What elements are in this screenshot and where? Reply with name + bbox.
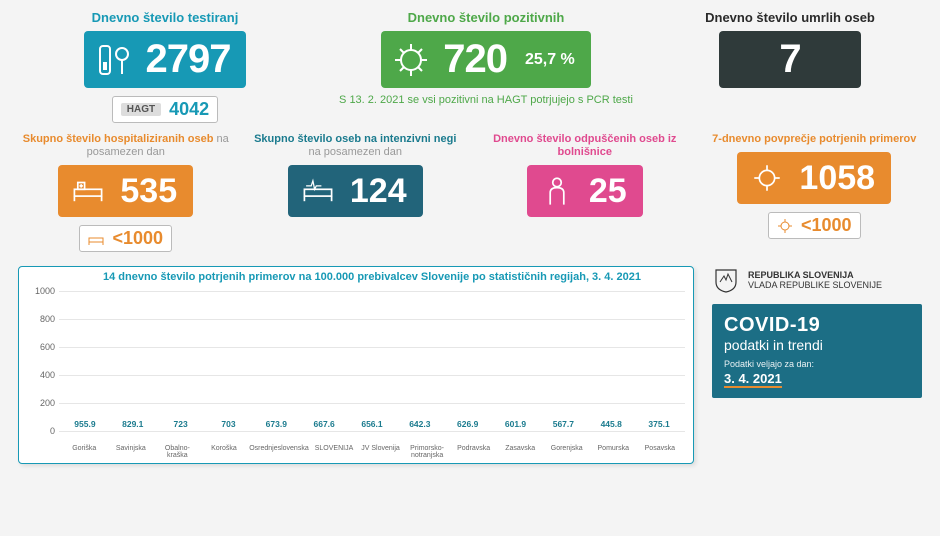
x-label: SLOVENIJA (313, 445, 356, 459)
discharged-value: 25 (589, 172, 627, 211)
icu-icon (298, 171, 338, 211)
hosp-sub: <1000 (79, 225, 172, 252)
icu-title: Skupno število oseb na intenzivni negi n… (248, 133, 464, 159)
hosp-sub-value: <1000 (112, 228, 163, 249)
virus-icon (777, 218, 793, 234)
x-label: Osrednjeslovenska (249, 445, 309, 459)
bar-value-label: 567.7 (553, 419, 574, 429)
x-label: Primorsko-notranjska (406, 445, 449, 459)
avg7-card: 1058 (737, 152, 891, 204)
discharged-card: 25 (527, 165, 643, 217)
avg7-group: 7-dnevno povprečje potrjenih primerov 10… (707, 133, 923, 252)
x-label: Pomurska (592, 445, 635, 459)
bar-value-label: 667.6 (314, 419, 335, 429)
icu-value: 124 (350, 172, 407, 211)
panel-date: 3. 4. 2021 (724, 371, 782, 388)
bar-value-label: 626.9 (457, 419, 478, 429)
tests-group: Dnevno število testiranj 2797 HAGT 4042 (18, 10, 312, 123)
virus-icon (391, 40, 431, 80)
x-label: Podravska (452, 445, 495, 459)
deaths-card: 7 (719, 31, 860, 88)
person-icon (537, 171, 577, 211)
x-label: Koroška (203, 445, 246, 459)
hosp-group: Skupno število hospitaliziranih oseb na … (18, 133, 234, 252)
x-label: Gorenjska (545, 445, 588, 459)
discharged-group: Dnevno število odpuščenih oseb iz bolniš… (477, 133, 693, 252)
x-label: Obalno-kraška (156, 445, 199, 459)
deaths-title: Dnevno število umrlih oseb (705, 10, 875, 25)
bar-value-label: 673.9 (266, 419, 287, 429)
gov-line2: VLADA REPUBLIKE SLOVENIJE (748, 280, 882, 291)
icu-card: 124 (288, 165, 423, 217)
avg7-title: 7-dnevno povprečje potrjenih primerov (712, 133, 916, 146)
panel-h1: COVID-19 (724, 314, 910, 337)
hosp-card: 535 (58, 165, 193, 217)
x-label: Savinjska (110, 445, 153, 459)
gov-logo: REPUBLIKA SLOVENIJA VLADA REPUBLIKE SLOV… (712, 266, 922, 294)
bed-icon (88, 231, 104, 247)
bar-value-label: 703 (221, 419, 235, 429)
chart-title: 14 dnevno število potrjenih primerov na … (59, 271, 685, 285)
y-tick: 200 (40, 398, 55, 408)
coat-of-arms-icon (712, 266, 740, 294)
virus-icon (747, 158, 787, 198)
bar-value-label: 601.9 (505, 419, 526, 429)
info-panel: COVID-19 podatki in trendi Podatki velja… (712, 304, 922, 398)
test-icon (94, 40, 134, 80)
y-tick: 400 (40, 370, 55, 380)
y-tick: 1000 (35, 286, 55, 296)
deaths-value: 7 (779, 37, 800, 82)
panel-sm: Podatki veljajo za dan: (724, 359, 910, 369)
discharged-title: Dnevno število odpuščenih oseb iz bolniš… (477, 133, 693, 159)
region-chart: 14 dnevno število potrjenih primerov na … (18, 266, 694, 464)
y-tick: 600 (40, 342, 55, 352)
positive-value: 720 (443, 37, 507, 82)
positive-pct: 25,7 % (525, 51, 575, 69)
avg7-sub: <1000 (768, 212, 861, 239)
y-tick: 0 (50, 426, 55, 436)
tests-value: 2797 (146, 37, 231, 82)
bar-value-label: 723 (174, 419, 188, 429)
positive-group: Dnevno število pozitivnih 720 25,7 % S 1… (326, 10, 646, 123)
bed-icon (68, 171, 108, 211)
bar-value-label: 642.3 (409, 419, 430, 429)
positive-note: S 13. 2. 2021 se vsi pozitivni na HAGT p… (339, 94, 633, 106)
avg7-value: 1058 (799, 159, 875, 198)
hosp-title: Skupno število hospitaliziranih oseb na … (18, 133, 234, 159)
bar-value-label: 955.9 (74, 419, 95, 429)
x-label: Posavska (639, 445, 682, 459)
bar-value-label: 445.8 (601, 419, 622, 429)
bar-value-label: 375.1 (648, 419, 669, 429)
tests-card: 2797 (84, 31, 247, 88)
gov-line1: REPUBLIKA SLOVENIJA (748, 270, 882, 281)
bar-value-label: 829.1 (122, 419, 143, 429)
bar-value-label: 656.1 (361, 419, 382, 429)
x-label: JV Slovenija (359, 445, 402, 459)
positive-title: Dnevno število pozitivnih (408, 10, 565, 25)
hagt-value: 4042 (169, 99, 209, 120)
right-panel: REPUBLIKA SLOVENIJA VLADA REPUBLIKE SLOV… (712, 266, 922, 464)
hosp-value: 535 (120, 172, 177, 211)
hagt-badge: HAGT 4042 (112, 96, 218, 123)
panel-h2: podatki in trendi (724, 337, 910, 353)
tests-title: Dnevno število testiranj (92, 10, 239, 25)
x-label: Goriška (63, 445, 106, 459)
hagt-label: HAGT (121, 103, 161, 116)
deaths-group: Dnevno število umrlih oseb 7 (660, 10, 920, 123)
avg7-sub-value: <1000 (801, 215, 852, 236)
icu-group: Skupno število oseb na intenzivni negi n… (248, 133, 464, 252)
positive-card: 720 25,7 % (381, 31, 591, 88)
y-tick: 800 (40, 314, 55, 324)
x-label: Zasavska (499, 445, 542, 459)
